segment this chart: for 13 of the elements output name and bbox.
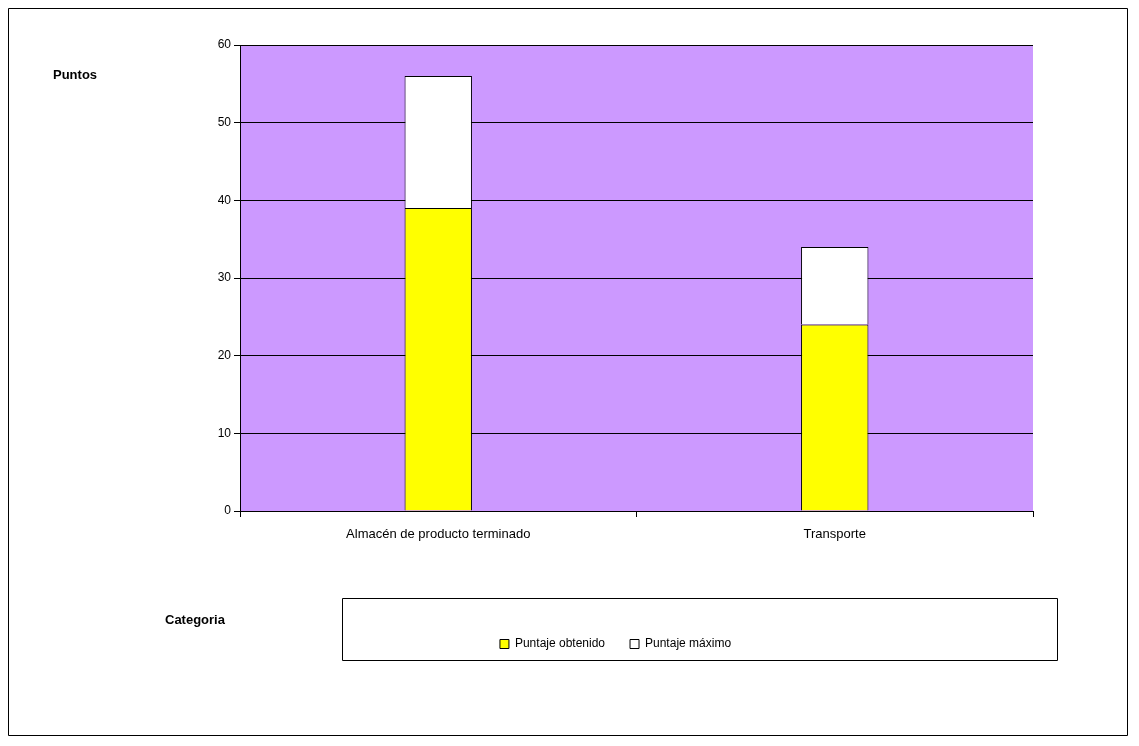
y-tick-label: 10	[217, 425, 232, 440]
y-tick-label: 60	[217, 37, 232, 52]
text: Puntos	[53, 66, 98, 82]
y-tick-label: 40	[217, 192, 232, 207]
text: Categoria	[165, 611, 226, 627]
x-tick-label: Transporte	[803, 526, 866, 542]
y-tick-label: 20	[217, 347, 232, 362]
y-tick-label: 50	[217, 114, 232, 129]
legend-label: Puntaje obtenido	[514, 636, 606, 651]
x-tick-label: Almacén de producto terminado	[346, 526, 531, 542]
legend-label: Puntaje máximo	[645, 636, 732, 651]
y-tick-label: 30	[217, 270, 232, 285]
y-tick-label: 0	[224, 503, 232, 518]
